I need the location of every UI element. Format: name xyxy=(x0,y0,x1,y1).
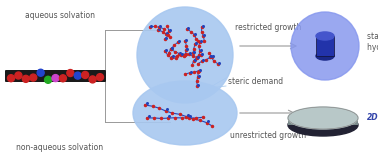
Circle shape xyxy=(59,75,67,82)
Circle shape xyxy=(82,71,89,78)
Text: restricted growth: restricted growth xyxy=(235,23,301,32)
Ellipse shape xyxy=(288,114,358,136)
Circle shape xyxy=(67,69,74,76)
Circle shape xyxy=(8,75,14,82)
Circle shape xyxy=(291,12,359,80)
Circle shape xyxy=(22,75,29,82)
Text: stack with
hydrated shell: stack with hydrated shell xyxy=(367,32,378,52)
Bar xyxy=(316,36,334,56)
Ellipse shape xyxy=(288,107,358,129)
Circle shape xyxy=(15,72,22,79)
Ellipse shape xyxy=(316,32,334,40)
Text: steric demand: steric demand xyxy=(228,78,283,86)
Text: unrestricted growth: unrestricted growth xyxy=(230,131,306,140)
Circle shape xyxy=(137,7,233,103)
Circle shape xyxy=(45,76,51,83)
Circle shape xyxy=(52,75,59,82)
Circle shape xyxy=(30,74,37,81)
Circle shape xyxy=(37,69,44,76)
FancyBboxPatch shape xyxy=(5,70,106,82)
Circle shape xyxy=(96,74,104,81)
Ellipse shape xyxy=(133,81,237,145)
Text: aqueous solvation: aqueous solvation xyxy=(25,11,95,20)
Text: 2D-plate: 2D-plate xyxy=(367,114,378,123)
Bar xyxy=(288,117,358,125)
Ellipse shape xyxy=(316,52,334,60)
Circle shape xyxy=(74,72,81,79)
Circle shape xyxy=(89,76,96,83)
Text: non-aqueous solvation: non-aqueous solvation xyxy=(16,143,104,152)
